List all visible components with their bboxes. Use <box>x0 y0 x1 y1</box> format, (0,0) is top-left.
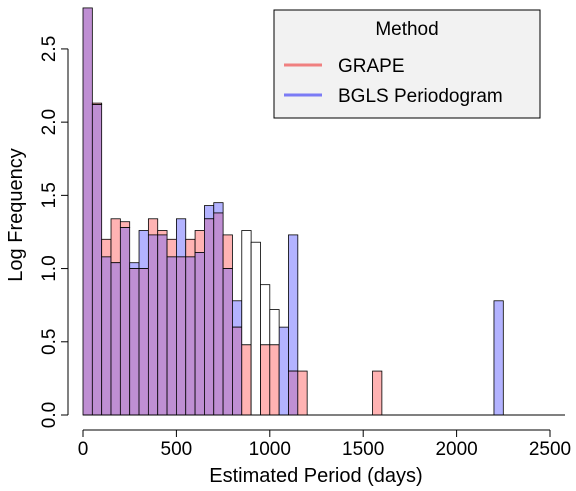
bar-bgls-1100 <box>288 234 299 372</box>
bar-grape-950 <box>260 344 271 416</box>
bar-outline-1000 <box>269 309 280 346</box>
bar-overlap-500 <box>175 256 187 416</box>
bar-outline-850 <box>241 230 252 346</box>
y-axis-label: Log Frequency <box>5 148 27 281</box>
x-tick-label: 2500 <box>529 439 571 460</box>
y-tick-label: 2.0 <box>39 109 60 135</box>
y-tick-label: 0.0 <box>39 402 60 428</box>
bar-grape-550 <box>185 238 196 258</box>
bar-overlap-550 <box>185 256 196 416</box>
x-tick-label: 1500 <box>342 439 384 460</box>
x-tick-label: 500 <box>161 439 193 460</box>
bar-grape-450 <box>166 238 177 258</box>
legend: Method GRAPE BGLS Periodogram <box>273 9 541 119</box>
x-tick-label: 1000 <box>249 439 291 460</box>
bar-overlap-0 <box>82 7 93 416</box>
y-tick-label: 2.5 <box>39 36 60 62</box>
y-tick-label: 0.5 <box>39 329 60 355</box>
bar-bgls-2200 <box>493 300 504 416</box>
bar-grape-100 <box>101 238 112 258</box>
bar-overlap-250 <box>129 268 140 416</box>
bar-grape-1550 <box>372 370 383 416</box>
bar-outline-900 <box>250 241 261 416</box>
x-tick-label: 2000 <box>435 439 477 460</box>
bar-bgls-500 <box>175 218 187 258</box>
bar-grape-150 <box>110 218 121 264</box>
x-tick-label: 0 <box>78 439 89 460</box>
bar-grape-1150 <box>297 370 308 416</box>
bar-overlap-600 <box>194 252 205 416</box>
x-axis: 0 500 1000 1500 2000 2500 <box>78 429 571 460</box>
bar-overlap-350 <box>147 234 159 416</box>
bar-overlap-150 <box>110 262 121 416</box>
bar-overlap-50 <box>91 104 103 416</box>
bar-grape-850 <box>241 344 252 416</box>
bar-bgls-700 <box>213 202 224 214</box>
legend-title: Method <box>375 19 438 40</box>
bar-overlap-450 <box>166 256 177 416</box>
bar-overlap-750 <box>222 268 233 416</box>
y-axis: 0.0 0.5 1.0 1.5 2.0 2.5 <box>39 36 69 428</box>
histogram-bars <box>82 7 565 416</box>
bar-bgls-650 <box>204 205 215 220</box>
bar-outline-950 <box>260 284 271 346</box>
bar-overlap-100 <box>101 256 112 416</box>
bar-grape-1000 <box>269 344 280 416</box>
legend-entry-label: GRAPE <box>338 56 405 77</box>
bar-overlap-800 <box>232 326 243 416</box>
bar-grape-600 <box>194 230 205 253</box>
bar-grape-400 <box>157 230 168 236</box>
bar-overlap-400 <box>157 234 168 416</box>
y-tick-label: 1.0 <box>39 255 60 281</box>
bar-bgls-300 <box>138 230 149 269</box>
bar-overlap-700 <box>213 212 224 416</box>
y-tick-label: 1.5 <box>39 182 60 208</box>
bar-grape-200 <box>119 221 131 228</box>
bar-overlap-1100 <box>288 370 299 416</box>
bar-bgls-1050 <box>278 326 289 416</box>
legend-entry-label: BGLS Periodogram <box>338 86 503 107</box>
bar-bgls-250 <box>129 262 140 269</box>
bar-overlap-650 <box>204 218 215 416</box>
bar-bgls-800 <box>232 300 243 328</box>
bar-grape-750 <box>222 234 233 269</box>
bar-grape-350 <box>147 218 159 236</box>
x-axis-label: Estimated Period (days) <box>209 465 422 487</box>
bar-overlap-200 <box>119 227 131 416</box>
bar-overlap-300 <box>138 268 149 416</box>
